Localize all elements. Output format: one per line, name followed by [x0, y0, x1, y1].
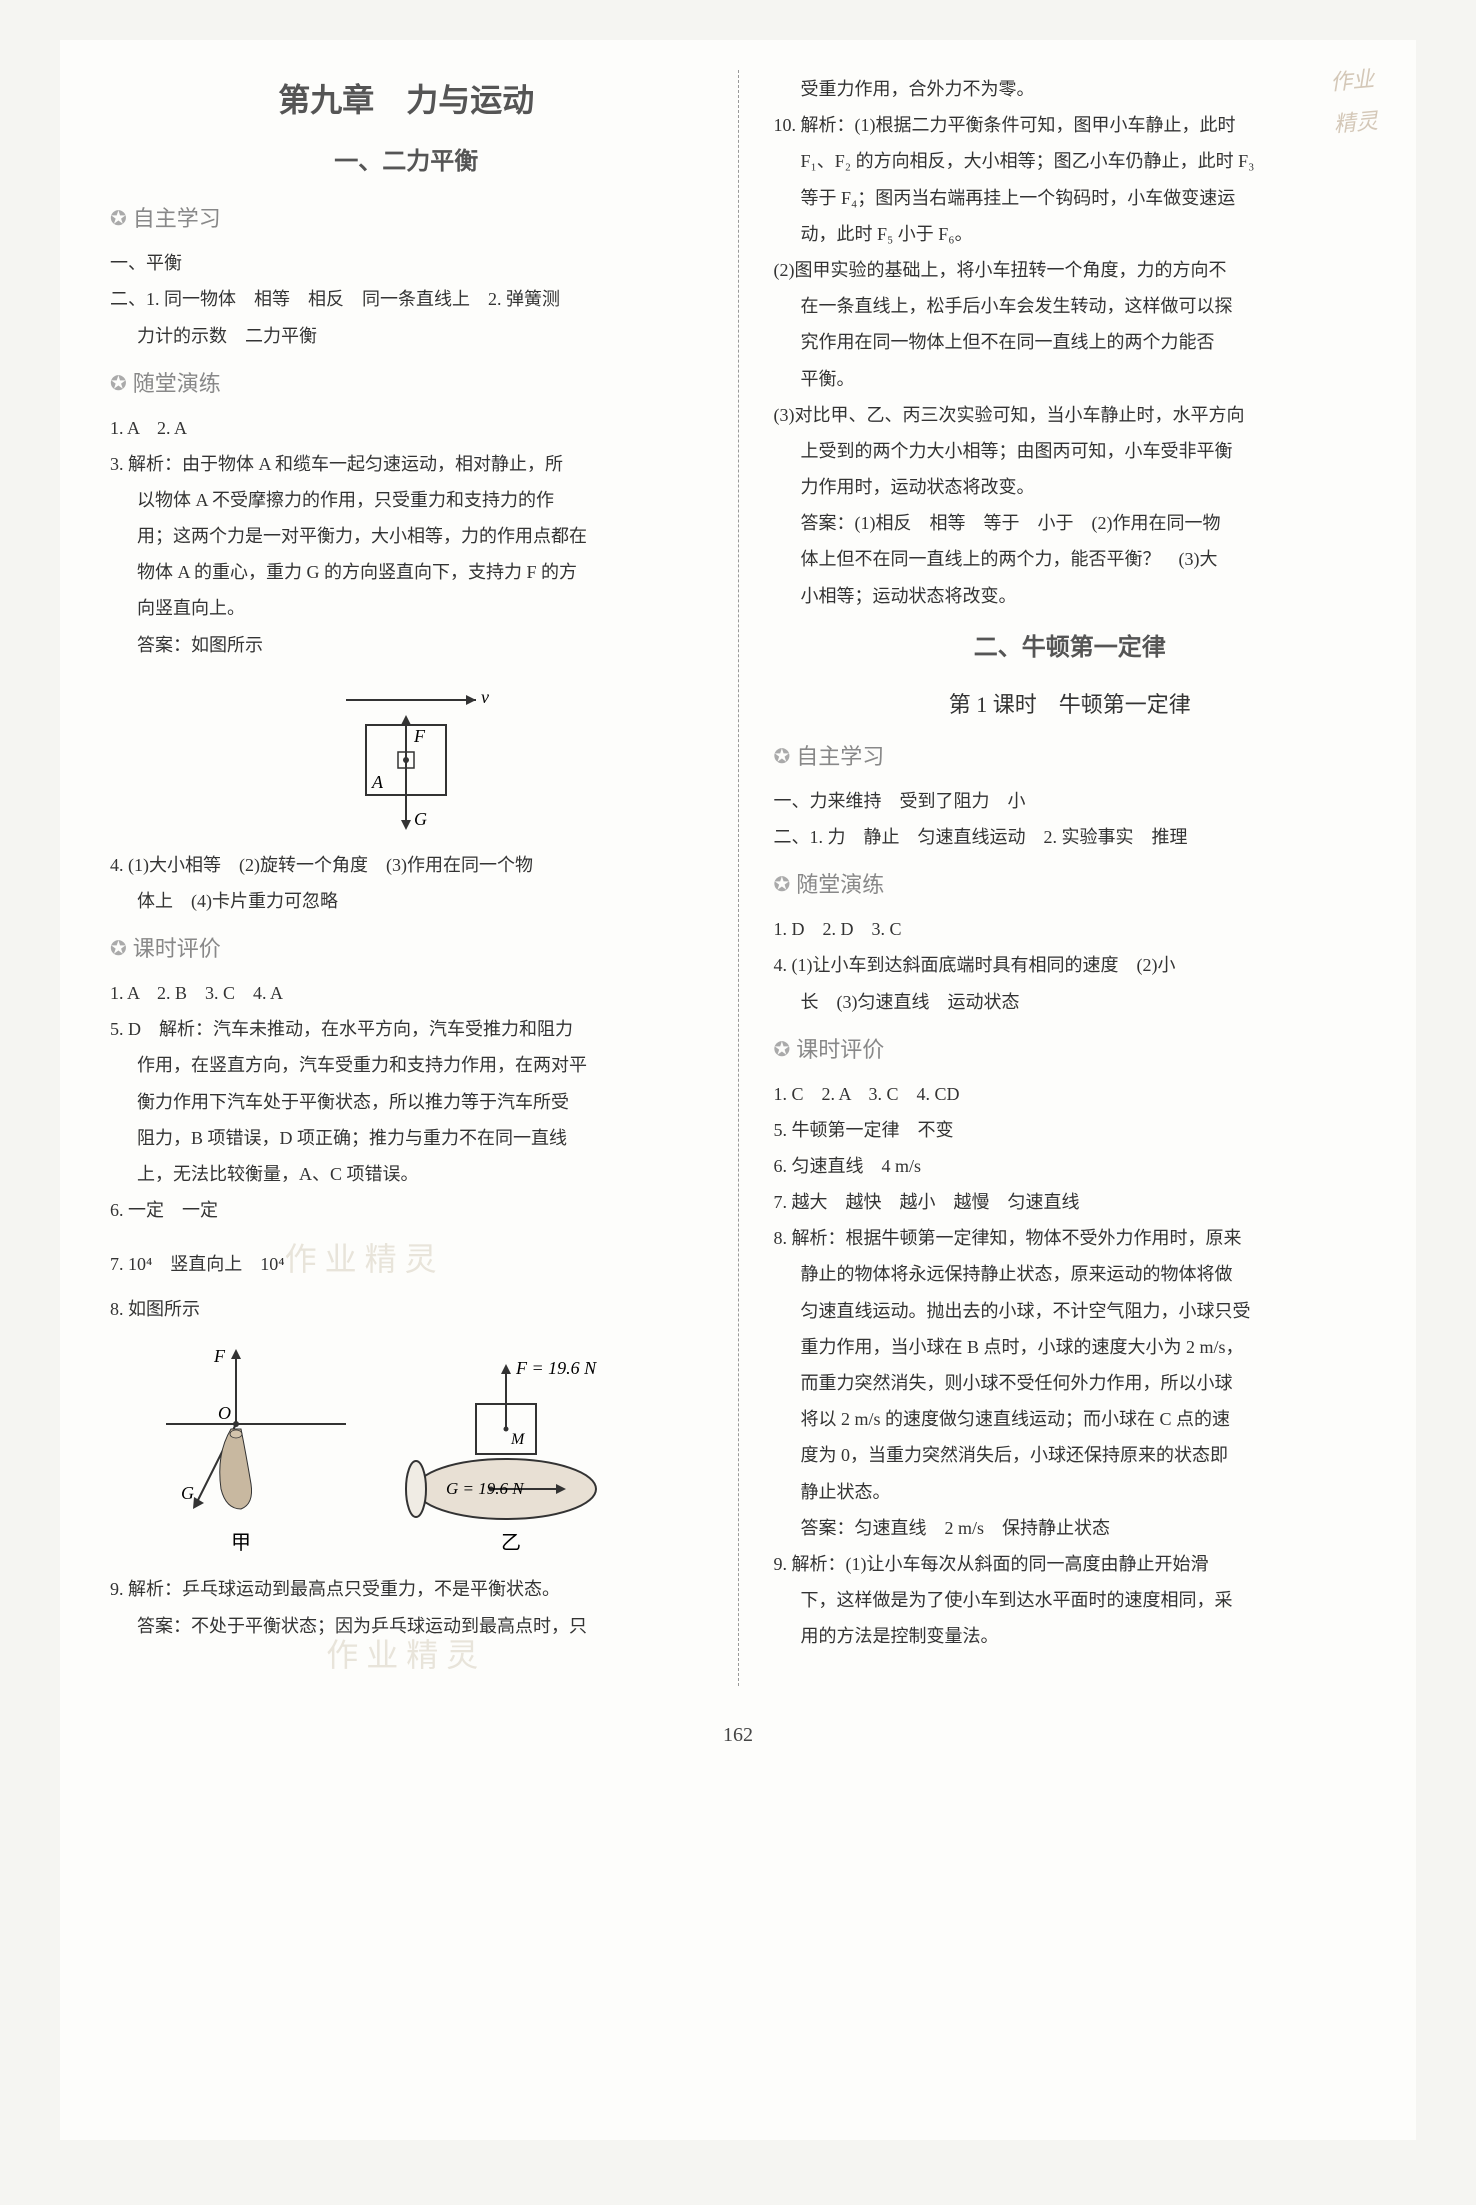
- text-line: 答案：如图所示: [110, 628, 703, 662]
- text-line: 6. 匀速直线 4 m/s: [774, 1149, 1367, 1183]
- section-title-2: 二、牛顿第一定律: [774, 625, 1367, 671]
- page-number: 162: [110, 1716, 1366, 1754]
- text-line: 重力作用，当小球在 B 点时，小球的速度大小为 2 m/s，: [774, 1330, 1367, 1364]
- zzxx-header-2: 自主学习: [774, 736, 1367, 778]
- text-line: 而重力突然消失，则小球不受任何外力作用，所以小球: [774, 1366, 1367, 1400]
- kspj-header-2: 课时评价: [774, 1029, 1367, 1071]
- text-line: 阻力，B 项错误，D 项正确；推力与重力不在同一直线: [110, 1121, 703, 1155]
- text-line: 作用，在竖直方向，汽车受重力和支持力作用，在两对平: [110, 1048, 703, 1082]
- text-line: 以物体 A 不受摩擦力的作用，只受重力和支持力的作: [110, 483, 703, 517]
- left-column: 第九章 力与运动 一、二力平衡 自主学习 一、平衡 二、1. 同一物体 相等 相…: [110, 70, 703, 1686]
- text-line: 答案：匀速直线 2 m/s 保持静止状态: [774, 1511, 1367, 1545]
- text-line: 二、1. 同一物体 相等 相反 同一条直线上 2. 弹簧测: [110, 282, 703, 316]
- column-divider: [738, 70, 739, 1686]
- text-line: 上，无法比较衡量，A、C 项错误。: [110, 1157, 703, 1191]
- text-line: 静止状态。: [774, 1475, 1367, 1509]
- text-line: 长 (3)匀速直线 运动状态: [774, 985, 1367, 1019]
- chapter-title: 第九章 力与运动: [110, 70, 703, 131]
- text-line: 体上 (4)卡片重力可忽略: [110, 884, 703, 918]
- text-line: (2)图甲实验的基础上，将小车扭转一个角度，力的方向不: [774, 253, 1367, 287]
- text-line: 动，此时 F₅ 小于 F₆。: [774, 217, 1367, 251]
- text-line: 9. 解析：(1)让小车每次从斜面的同一高度由静止开始滑: [774, 1547, 1367, 1581]
- text-line: 究作用在同一物体上但不在同一直线上的两个力能否: [774, 325, 1367, 359]
- text-line: 答案：(1)相反 相等 等于 小于 (2)作用在同一物: [774, 506, 1367, 540]
- text-line: 将以 2 m/s 的速度做匀速直线运动；而小球在 C 点的速: [774, 1402, 1367, 1436]
- text-line: 衡力作用下汽车处于平衡状态，所以推力等于汽车所受: [110, 1085, 703, 1119]
- text-line: 小相等；运动状态将改变。: [774, 579, 1367, 613]
- text-line: 力计的示数 二力平衡: [110, 319, 703, 353]
- text-line: 匀速直线运动。抛出去的小球，不计空气阻力，小球只受: [774, 1294, 1367, 1328]
- v-label: v: [481, 687, 489, 707]
- text-line: 8. 如图所示: [110, 1292, 703, 1326]
- text-line: 静止的物体将永远保持静止状态，原来运动的物体将做: [774, 1257, 1367, 1291]
- text-line: (3)对比甲、乙、丙三次实验可知，当小车静止时，水平方向: [774, 398, 1367, 432]
- styl-header-2: 随堂演练: [774, 864, 1367, 906]
- text-line: 在一条直线上，松手后小车会发生转动，这样做可以探: [774, 289, 1367, 323]
- kspj-header-1: 课时评价: [110, 928, 703, 970]
- F-label: F: [413, 726, 426, 746]
- text-line: 7. 越大 越快 越小 越慢 匀速直线: [774, 1185, 1367, 1219]
- G-label: G: [414, 809, 427, 829]
- text-line: 10. 解析：(1)根据二力平衡条件可知，图甲小车静止，此时: [774, 108, 1367, 142]
- text-line: 4. (1)让小车到达斜面底端时具有相同的速度 (2)小: [774, 948, 1367, 982]
- text-line: 7. 10⁴ 竖直向上 10⁴作业精灵: [110, 1229, 703, 1290]
- text-line: 用；这两个力是一对平衡力，大小相等，力的作用点都在: [110, 519, 703, 553]
- two-column-layout: 第九章 力与运动 一、二力平衡 自主学习 一、平衡 二、1. 同一物体 相等 相…: [110, 70, 1366, 1686]
- text-line: 1. A 2. B 3. C 4. A: [110, 976, 703, 1010]
- text-line: 1. A 2. A: [110, 411, 703, 445]
- section-subtitle-2: 第 1 课时 牛顿第一定律: [774, 684, 1367, 726]
- right-column: 受重力作用，合外力不为零。 10. 解析：(1)根据二力平衡条件可知，图甲小车静…: [774, 70, 1367, 1686]
- text-line: 8. 解析：根据牛顿第一定律知，物体不受外力作用时，原来: [774, 1221, 1367, 1255]
- F2-label: F = 19.6 N: [515, 1358, 597, 1378]
- text-line: 4. (1)大小相等 (2)旋转一个角度 (3)作用在同一个物: [110, 848, 703, 882]
- text-line: 5. D 解析：汽车未推动，在水平方向，汽车受推力和阻力: [110, 1012, 703, 1046]
- yi-label: 乙: [501, 1532, 521, 1554]
- text-line: 等于 F₄；图丙当右端再挂上一个钩码时，小车做变速运: [774, 181, 1367, 215]
- text-line: 5. 牛顿第一定律 不变: [774, 1113, 1367, 1147]
- text-line: 度为 0，当重力突然消失后，小球还保持原来的状态即: [774, 1438, 1367, 1472]
- O-label: O: [218, 1403, 231, 1423]
- text-line: 物体 A 的重心，重力 G 的方向竖直向下，支持力 F 的方: [110, 555, 703, 589]
- text-line: 体上但不在同一直线上的两个力，能否平衡？ (3)大: [774, 542, 1367, 576]
- text-line: 上受到的两个力大小相等；由图丙可知，小车受非平衡: [774, 434, 1367, 468]
- text-line: F₁、F₂ 的方向相反，大小相等；图乙小车仍静止，此时 F₃: [774, 144, 1367, 178]
- text-line: 下，这样做是为了使小车到达水平面时的速度相同，采: [774, 1583, 1367, 1617]
- text-line: 9. 解析：乒乓球运动到最高点只受重力，不是平衡状态。: [110, 1572, 703, 1606]
- text-line: 力作用时，运动状态将改变。: [774, 470, 1367, 504]
- zzxx-header-1: 自主学习: [110, 198, 703, 240]
- watermark-mid-2: 作业精灵: [110, 1625, 703, 1686]
- watermark-mid: 作业精灵: [285, 1241, 445, 1277]
- G-label-2: G: [181, 1483, 194, 1503]
- A-label: A: [371, 772, 384, 792]
- watermark-top: 作业精灵: [1328, 58, 1379, 145]
- F-label-2: F: [213, 1346, 226, 1366]
- text-line: 向竖直向上。: [110, 591, 703, 625]
- section-title-1: 一、二力平衡: [110, 139, 703, 185]
- M-label: M: [510, 1431, 526, 1448]
- text-line: 平衡。: [774, 362, 1367, 396]
- text-line: 6. 一定 一定: [110, 1193, 703, 1227]
- page: 作业精灵 第九章 力与运动 一、二力平衡 自主学习 一、平衡 二、1. 同一物体…: [60, 40, 1416, 2140]
- text-line: 1. D 2. D 3. C: [774, 912, 1367, 946]
- text-line: 一、平衡: [110, 246, 703, 280]
- text-line: 二、1. 力 静止 匀速直线运动 2. 实验事实 推理: [774, 820, 1367, 854]
- G2-label: G = 19.6 N: [446, 1479, 525, 1498]
- text-line: 受重力作用，合外力不为零。: [774, 72, 1367, 106]
- force-diagram-2: O F G 甲 M F = 19.6 N: [146, 1334, 666, 1564]
- text-line: 一、力来维持 受到了阻力 小: [774, 784, 1367, 818]
- styl-header-1: 随堂演练: [110, 363, 703, 405]
- jia-label: 甲: [231, 1532, 251, 1554]
- text-line: 1. C 2. A 3. C 4. CD: [774, 1077, 1367, 1111]
- text-line: 3. 解析：由于物体 A 和缆车一起匀速运动，相对静止，所: [110, 447, 703, 481]
- force-diagram-1: v F G A: [306, 670, 506, 840]
- text-line: 用的方法是控制变量法。: [774, 1619, 1367, 1653]
